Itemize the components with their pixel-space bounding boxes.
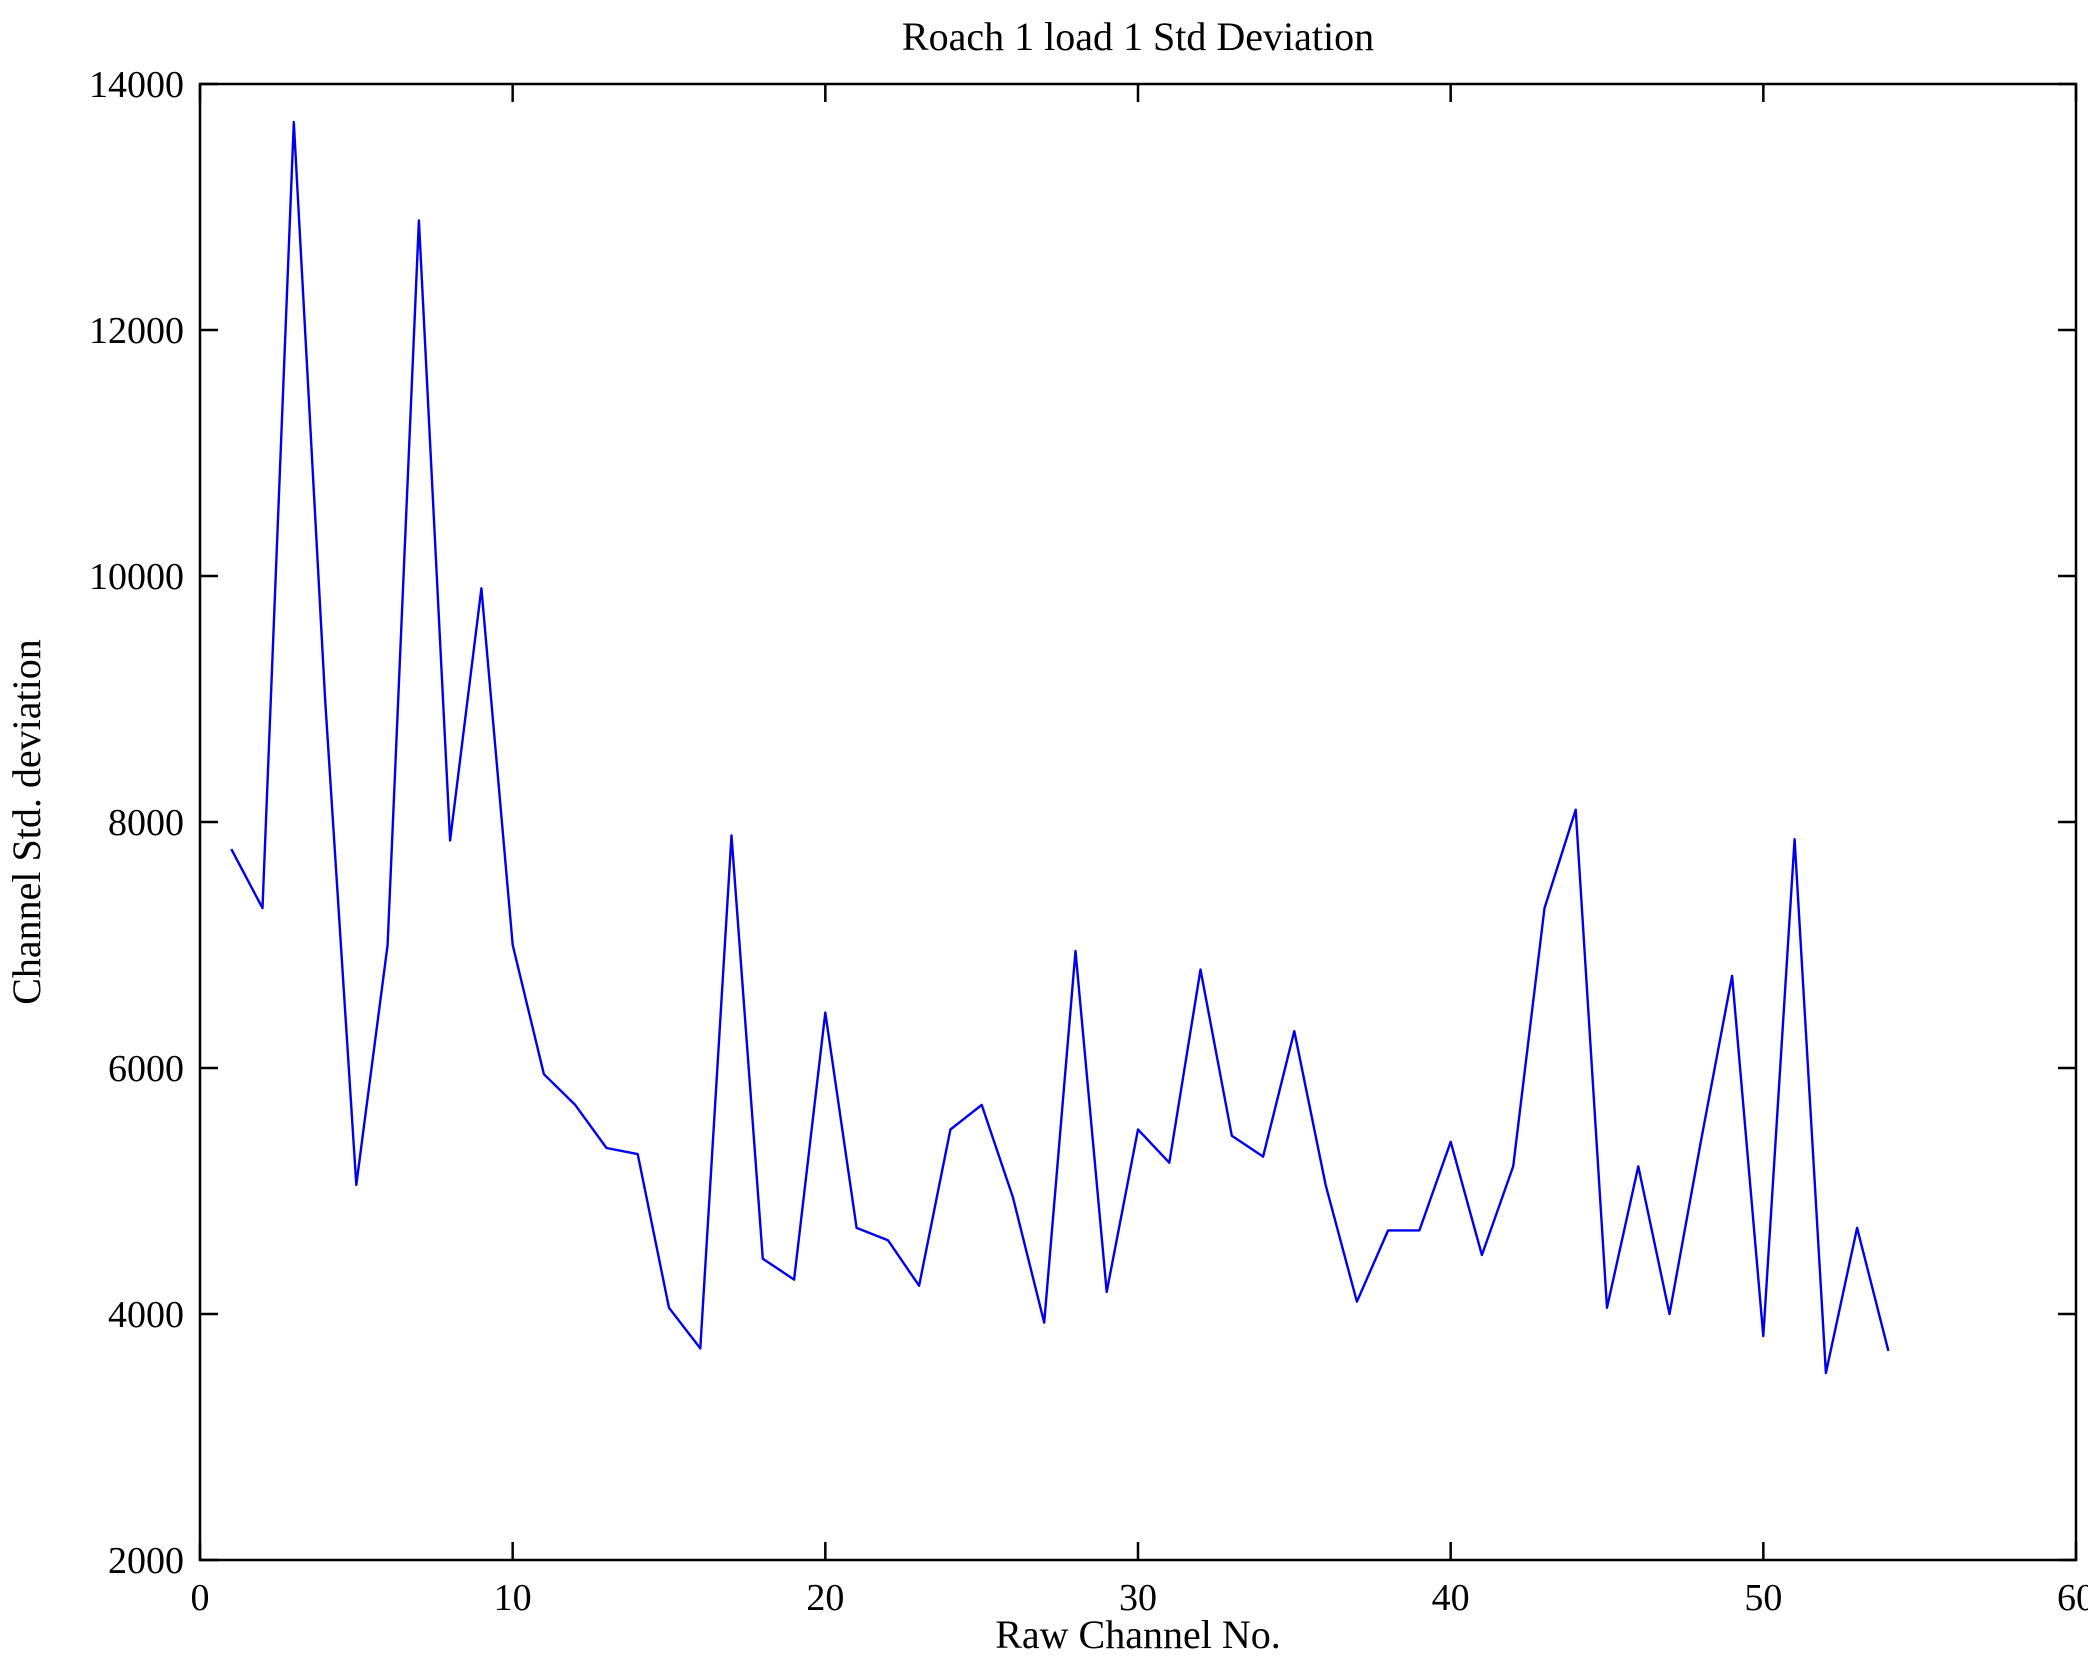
- plot-frame: [198, 82, 2078, 1562]
- y-tick-label: 8000: [108, 802, 184, 844]
- y-tick-label: 10000: [89, 556, 184, 598]
- y-tick-label: 2000: [108, 1540, 184, 1582]
- x-axis-label: Raw Channel No.: [995, 1612, 1281, 1657]
- y-tick-label: 12000: [89, 310, 184, 352]
- x-tick-label: 0: [191, 1577, 210, 1619]
- x-tick-label: 50: [1744, 1577, 1782, 1619]
- y-axis-label: Channel Std. deviation: [4, 639, 49, 1005]
- y-tick-label: 14000: [89, 64, 184, 106]
- y-tick-label: 6000: [108, 1048, 184, 1090]
- data-line: [230, 120, 1890, 1375]
- x-tick-label: 40: [1432, 1577, 1470, 1619]
- x-tick-label: 10: [494, 1577, 532, 1619]
- generated-plot-content: 0 10 20 30 40 50 60 2000 4000 6000 8000 10000 12000 1…: [89, 64, 2088, 1619]
- chart-title: Roach 1 load 1 Std Deviation: [902, 14, 1374, 59]
- x-tick-label: 60: [2057, 1577, 2088, 1619]
- y-tick-label: 4000: [108, 1294, 184, 1336]
- x-tick-label: 30: [1119, 1577, 1157, 1619]
- x-tick-label: 20: [806, 1577, 844, 1619]
